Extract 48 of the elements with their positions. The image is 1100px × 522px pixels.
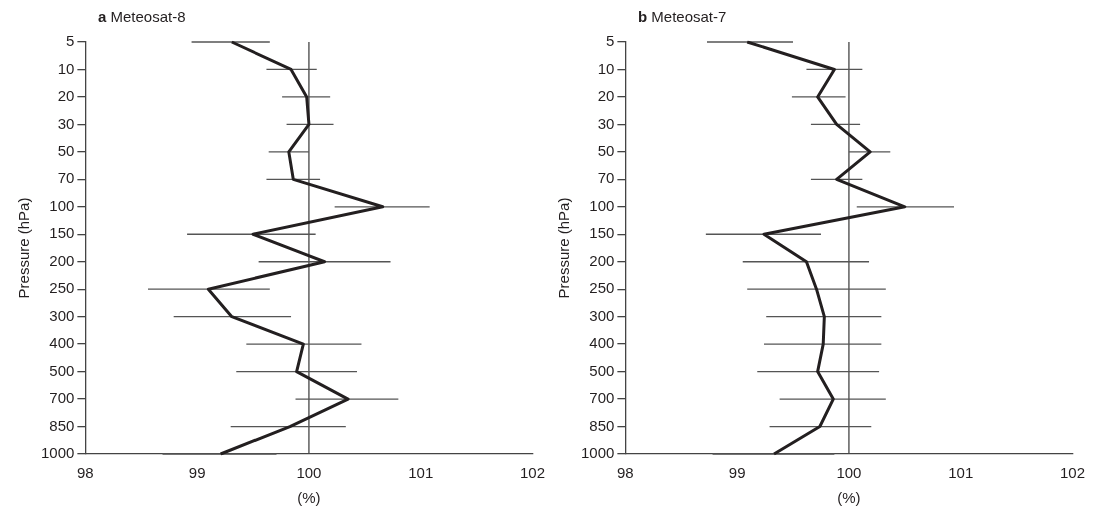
x-tick-label: 101	[408, 464, 434, 482]
y-tick-label: 100	[49, 196, 75, 214]
y-tick-label: 250	[49, 279, 75, 297]
x-tick-label: 101	[948, 464, 974, 482]
y-tick-label: 5	[606, 32, 615, 50]
y-tick-label: 500	[589, 361, 615, 379]
y-tick-label: 300	[49, 306, 75, 324]
y-axis-title: Pressure (hPa)	[555, 197, 573, 299]
x-tick-label: 99	[728, 464, 746, 482]
y-axis-title: Pressure (hPa)	[15, 197, 33, 299]
y-tick-label: 150	[589, 224, 615, 242]
y-tick-label: 850	[589, 416, 615, 434]
y-tick-label: 30	[57, 114, 75, 132]
y-tick-label: 400	[589, 334, 615, 352]
y-tick-label: 10	[597, 59, 615, 77]
y-tick-label: 700	[49, 389, 75, 407]
y-tick-label: 20	[597, 87, 615, 105]
y-tick-label: 300	[589, 306, 615, 324]
y-tick-label: 150	[49, 224, 75, 242]
y-tick-label: 850	[49, 416, 75, 434]
y-tick-label: 50	[57, 142, 75, 160]
x-tick-label: 100	[836, 464, 862, 482]
x-axis-title: (%)	[297, 489, 321, 507]
y-tick-label: 1000	[40, 444, 75, 462]
chart-title: a Meteosat-8	[98, 8, 186, 25]
y-tick-label: 70	[597, 169, 615, 187]
x-tick-label: 98	[617, 464, 634, 482]
y-tick-label: 1000	[580, 444, 615, 462]
y-tick-label: 200	[49, 251, 75, 269]
chart-title: b Meteosat-7	[638, 8, 727, 25]
y-tick-label: 70	[57, 169, 75, 187]
y-tick-label: 500	[49, 361, 75, 379]
y-tick-label: 700	[589, 389, 615, 407]
y-tick-label: 250	[589, 279, 615, 297]
y-tick-label: 400	[49, 334, 75, 352]
y-tick-label: 20	[57, 87, 75, 105]
y-tick-label: 30	[597, 114, 615, 132]
x-tick-label: 99	[188, 464, 206, 482]
x-tick-label: 102	[519, 464, 545, 482]
x-tick-label: 100	[296, 464, 322, 482]
y-tick-label: 10	[57, 59, 75, 77]
x-tick-label: 98	[77, 464, 94, 482]
y-tick-label: 200	[589, 251, 615, 269]
y-tick-label: 100	[589, 196, 615, 214]
y-tick-label: 50	[597, 142, 615, 160]
y-tick-label: 5	[66, 32, 75, 50]
x-tick-label: 102	[1059, 464, 1085, 482]
x-axis-title: (%)	[837, 489, 861, 507]
